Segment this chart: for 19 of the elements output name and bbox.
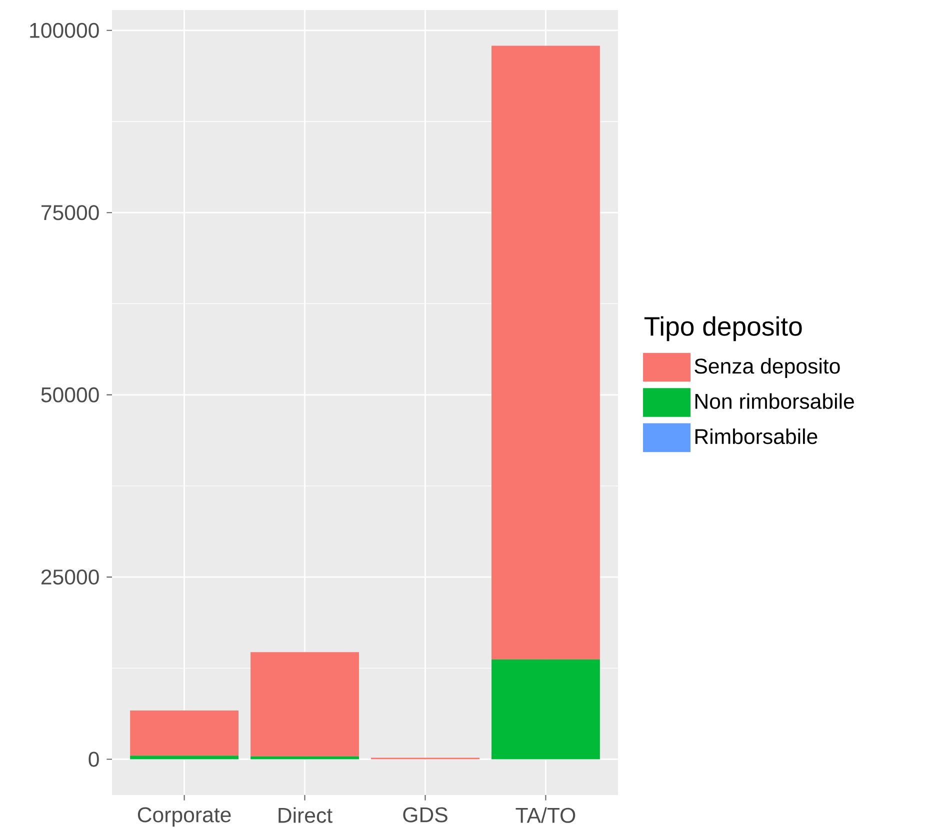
x-tick-label: GDS bbox=[403, 807, 448, 822]
legend-label: Non rimborsabile bbox=[695, 393, 854, 409]
bar bbox=[250, 652, 359, 756]
bar bbox=[492, 46, 600, 660]
y-tick-label: 0 bbox=[88, 752, 99, 767]
bar bbox=[130, 710, 238, 756]
x-tick-label: Corporate bbox=[138, 807, 231, 827]
y-tick-label: 50000 bbox=[41, 387, 99, 402]
bar bbox=[492, 659, 600, 760]
bar bbox=[250, 756, 359, 760]
x-tick-label: TA/TO bbox=[516, 807, 576, 823]
x-tick-label: Direct bbox=[278, 807, 332, 823]
legend-label: Rimborsabile bbox=[695, 428, 818, 444]
y-tick-label: 100000 bbox=[30, 22, 99, 38]
bar bbox=[130, 756, 238, 760]
y-tick-label: 75000 bbox=[42, 205, 99, 220]
legend-title: Tipo deposito bbox=[644, 316, 802, 342]
y-tick-label: 25000 bbox=[41, 570, 99, 585]
legend-label: Senza deposito bbox=[694, 358, 840, 378]
